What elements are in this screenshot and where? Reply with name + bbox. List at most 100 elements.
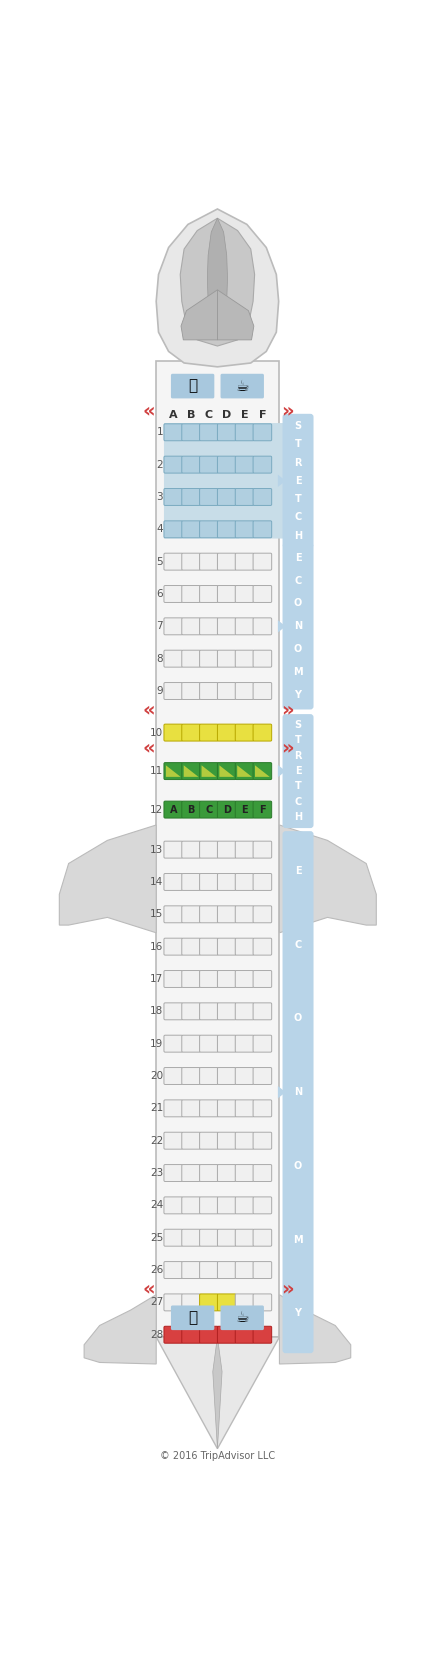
FancyBboxPatch shape — [283, 830, 314, 1354]
FancyBboxPatch shape — [218, 423, 292, 538]
Text: E: E — [241, 805, 248, 814]
FancyBboxPatch shape — [200, 1196, 218, 1213]
FancyBboxPatch shape — [182, 1133, 200, 1150]
FancyBboxPatch shape — [200, 1100, 218, 1116]
FancyBboxPatch shape — [164, 1100, 183, 1116]
FancyBboxPatch shape — [253, 800, 272, 819]
FancyBboxPatch shape — [253, 553, 272, 570]
FancyBboxPatch shape — [182, 1036, 200, 1053]
Text: 25: 25 — [150, 1233, 163, 1243]
FancyBboxPatch shape — [200, 937, 218, 956]
Text: 20: 20 — [150, 1071, 163, 1081]
Text: 8: 8 — [156, 653, 163, 663]
FancyBboxPatch shape — [218, 521, 236, 538]
FancyBboxPatch shape — [253, 1036, 272, 1053]
Text: D: D — [222, 411, 231, 421]
Text: F: F — [259, 411, 266, 421]
FancyBboxPatch shape — [218, 1036, 236, 1053]
Text: Y: Y — [295, 1308, 301, 1318]
FancyBboxPatch shape — [200, 841, 218, 859]
FancyBboxPatch shape — [283, 543, 314, 710]
FancyBboxPatch shape — [200, 1262, 218, 1278]
FancyBboxPatch shape — [218, 971, 236, 988]
Polygon shape — [181, 289, 218, 339]
FancyBboxPatch shape — [164, 650, 183, 667]
FancyBboxPatch shape — [200, 1230, 218, 1247]
FancyBboxPatch shape — [200, 1165, 218, 1181]
FancyBboxPatch shape — [218, 874, 236, 891]
FancyBboxPatch shape — [218, 1327, 236, 1343]
Text: 3: 3 — [156, 491, 163, 501]
Text: S: S — [295, 720, 302, 730]
FancyBboxPatch shape — [164, 682, 183, 700]
FancyBboxPatch shape — [218, 762, 236, 780]
Text: »: » — [281, 700, 294, 719]
Text: N: N — [294, 622, 302, 632]
FancyBboxPatch shape — [182, 488, 200, 505]
FancyBboxPatch shape — [235, 971, 254, 988]
FancyBboxPatch shape — [182, 1068, 200, 1084]
FancyBboxPatch shape — [164, 762, 183, 780]
FancyBboxPatch shape — [253, 521, 272, 538]
FancyBboxPatch shape — [182, 424, 200, 441]
Text: 21: 21 — [150, 1103, 163, 1113]
FancyBboxPatch shape — [200, 650, 218, 667]
Text: B: B — [187, 805, 195, 814]
FancyBboxPatch shape — [218, 724, 236, 740]
FancyBboxPatch shape — [235, 1230, 254, 1247]
FancyBboxPatch shape — [253, 937, 272, 956]
FancyBboxPatch shape — [164, 1293, 183, 1310]
Text: H: H — [294, 531, 302, 541]
FancyBboxPatch shape — [218, 1230, 236, 1247]
Text: 17: 17 — [150, 974, 163, 984]
Text: 2: 2 — [156, 460, 163, 470]
FancyBboxPatch shape — [164, 1003, 183, 1019]
FancyBboxPatch shape — [182, 1003, 200, 1019]
FancyBboxPatch shape — [200, 488, 218, 505]
FancyBboxPatch shape — [182, 1100, 200, 1116]
FancyBboxPatch shape — [182, 906, 200, 922]
Text: A: A — [169, 411, 178, 421]
Text: M: M — [293, 667, 303, 677]
FancyBboxPatch shape — [253, 1230, 272, 1247]
FancyBboxPatch shape — [164, 1196, 183, 1213]
Text: C: C — [295, 513, 302, 523]
FancyBboxPatch shape — [253, 1133, 272, 1150]
Text: Y: Y — [295, 690, 301, 700]
FancyBboxPatch shape — [235, 1327, 254, 1343]
FancyBboxPatch shape — [218, 553, 236, 570]
FancyBboxPatch shape — [235, 762, 254, 780]
Polygon shape — [218, 289, 254, 339]
Text: C: C — [205, 805, 212, 814]
FancyBboxPatch shape — [182, 682, 200, 700]
Text: O: O — [294, 598, 302, 608]
FancyBboxPatch shape — [182, 456, 200, 473]
FancyBboxPatch shape — [182, 1327, 200, 1343]
FancyBboxPatch shape — [253, 682, 272, 700]
FancyBboxPatch shape — [235, 1196, 254, 1213]
FancyBboxPatch shape — [218, 1293, 236, 1310]
Text: 5: 5 — [156, 556, 163, 566]
FancyBboxPatch shape — [221, 374, 264, 398]
Polygon shape — [279, 1295, 351, 1364]
Polygon shape — [184, 765, 198, 777]
Text: E: E — [295, 476, 301, 486]
Text: A: A — [170, 805, 177, 814]
FancyBboxPatch shape — [253, 585, 272, 603]
FancyBboxPatch shape — [164, 841, 183, 859]
FancyBboxPatch shape — [200, 1036, 218, 1053]
FancyBboxPatch shape — [253, 1293, 272, 1310]
FancyBboxPatch shape — [164, 1133, 183, 1150]
Bar — [156, 361, 279, 1337]
Text: S: S — [295, 421, 302, 431]
Text: 26: 26 — [150, 1265, 163, 1275]
Text: 🚻: 🚻 — [188, 379, 197, 394]
FancyBboxPatch shape — [218, 1262, 236, 1278]
FancyBboxPatch shape — [235, 724, 254, 740]
FancyBboxPatch shape — [253, 1196, 272, 1213]
FancyBboxPatch shape — [235, 874, 254, 891]
Text: D: D — [223, 805, 231, 814]
Text: 19: 19 — [150, 1039, 163, 1049]
FancyBboxPatch shape — [218, 1003, 236, 1019]
FancyBboxPatch shape — [171, 1305, 214, 1330]
